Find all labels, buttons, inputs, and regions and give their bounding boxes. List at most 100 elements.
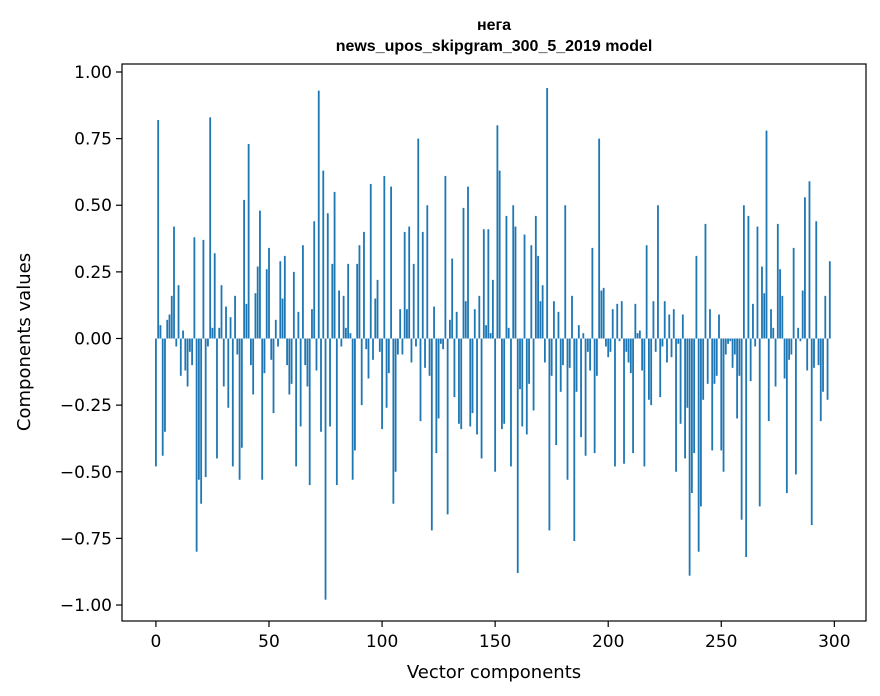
bar	[645, 245, 648, 339]
bar	[564, 205, 567, 339]
bar	[806, 338, 809, 371]
bar	[553, 301, 555, 339]
bar	[555, 338, 558, 446]
bar	[813, 338, 815, 368]
bar	[804, 197, 806, 339]
bar	[317, 90, 320, 339]
bar	[349, 333, 352, 339]
bar	[681, 314, 684, 339]
bar	[822, 338, 824, 392]
bar	[238, 338, 241, 480]
x-tick-label: 250	[705, 632, 737, 652]
bar	[415, 338, 417, 347]
bar	[754, 338, 757, 347]
bar	[324, 338, 327, 600]
bar	[487, 229, 490, 339]
bar	[207, 338, 209, 347]
bar	[256, 266, 259, 339]
bar	[611, 309, 614, 339]
bar	[274, 319, 277, 339]
bar	[245, 303, 248, 339]
bar	[236, 338, 239, 355]
bar	[794, 338, 797, 475]
bar	[770, 309, 772, 339]
bar	[439, 338, 442, 344]
bar	[650, 338, 653, 406]
bar	[243, 199, 246, 339]
bar	[292, 271, 295, 339]
bar	[657, 205, 659, 339]
bar	[173, 226, 175, 339]
bar	[191, 338, 194, 366]
bar	[605, 338, 607, 347]
bar	[799, 338, 802, 342]
bar	[453, 338, 456, 398]
bar	[263, 338, 266, 374]
bar	[335, 338, 338, 486]
bar	[562, 338, 564, 366]
x-tick-label: 50	[258, 632, 280, 652]
bar	[299, 338, 302, 427]
bar	[218, 327, 221, 339]
bar	[467, 186, 469, 339]
bar	[648, 338, 650, 400]
bar	[446, 338, 449, 515]
bar	[530, 245, 533, 339]
bar	[519, 338, 521, 390]
bar	[458, 338, 460, 424]
bar	[200, 338, 203, 504]
bar	[182, 330, 184, 339]
bar	[672, 309, 675, 339]
y-axis: 1.00 0.75 0.50 0.25 0.00 −0.25 −0.50 −0.75 −1.00	[60, 63, 122, 616]
bar	[376, 279, 379, 339]
bar	[449, 319, 451, 339]
bar	[351, 338, 354, 480]
bar	[752, 303, 754, 339]
bar	[763, 293, 766, 339]
bar	[329, 338, 331, 427]
bar	[396, 338, 399, 355]
bar	[168, 314, 171, 339]
bar	[546, 87, 549, 339]
bar	[381, 338, 383, 430]
bar	[788, 338, 791, 360]
bar	[462, 207, 465, 339]
bar	[471, 338, 474, 414]
bar	[765, 130, 768, 339]
bar	[193, 237, 196, 339]
bar	[756, 226, 759, 339]
bar	[290, 338, 293, 384]
bar	[679, 338, 682, 424]
bar	[776, 223, 779, 339]
bar	[593, 338, 596, 454]
bar	[684, 338, 686, 459]
bar	[584, 338, 587, 456]
bar	[808, 181, 811, 339]
bar	[598, 138, 601, 339]
bar	[209, 117, 212, 339]
bar	[365, 338, 368, 350]
bar	[745, 338, 748, 558]
bar	[455, 311, 458, 339]
bar	[227, 338, 230, 408]
bar	[408, 226, 411, 339]
bar	[469, 338, 472, 427]
bar	[641, 338, 644, 371]
bar	[392, 338, 395, 504]
bar	[690, 338, 693, 494]
bar	[514, 226, 517, 339]
bar	[625, 338, 628, 352]
bar	[433, 306, 435, 339]
y-tick-label: −0.25	[60, 396, 112, 416]
bar	[358, 245, 361, 339]
bar	[507, 327, 510, 339]
bar	[426, 205, 429, 339]
bar	[607, 338, 610, 358]
bar	[600, 290, 603, 339]
bar	[421, 231, 424, 339]
bar	[740, 338, 743, 520]
bar	[403, 231, 406, 339]
bar	[539, 301, 542, 339]
bar	[385, 338, 388, 408]
bar	[817, 338, 820, 366]
